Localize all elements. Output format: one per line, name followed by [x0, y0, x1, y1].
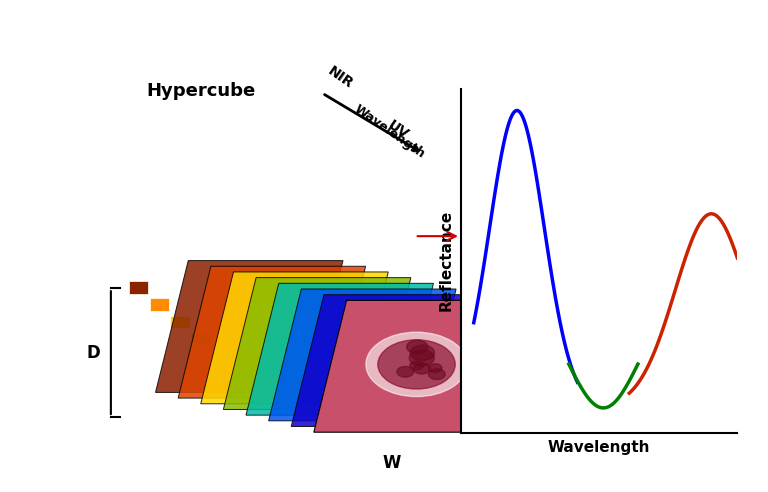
- Text: D: D: [87, 343, 100, 362]
- Bar: [129, 281, 148, 294]
- Bar: [150, 299, 169, 311]
- Polygon shape: [291, 295, 478, 427]
- Circle shape: [378, 340, 455, 389]
- Bar: [233, 367, 253, 379]
- Circle shape: [409, 359, 425, 370]
- Bar: [253, 384, 273, 396]
- Polygon shape: [178, 266, 366, 398]
- Text: Hypercube: Hypercube: [147, 82, 256, 100]
- Text: H: H: [485, 361, 498, 379]
- Bar: [212, 350, 232, 362]
- Text: Wavelength: Wavelength: [352, 103, 428, 161]
- Text: NIR: NIR: [325, 64, 356, 91]
- Circle shape: [403, 360, 418, 369]
- Circle shape: [396, 364, 413, 375]
- Circle shape: [419, 357, 435, 367]
- Text: UV: UV: [385, 118, 411, 142]
- Bar: [191, 333, 211, 345]
- Circle shape: [425, 350, 446, 364]
- Circle shape: [399, 348, 419, 361]
- Circle shape: [408, 359, 425, 370]
- Y-axis label: Reflectance: Reflectance: [439, 210, 454, 311]
- X-axis label: Wavelength: Wavelength: [548, 440, 650, 455]
- Polygon shape: [155, 261, 343, 393]
- Polygon shape: [269, 289, 456, 421]
- Polygon shape: [314, 300, 502, 432]
- Polygon shape: [246, 283, 433, 415]
- Circle shape: [399, 345, 415, 355]
- Polygon shape: [223, 277, 411, 409]
- Polygon shape: [200, 272, 389, 404]
- Bar: [170, 315, 190, 328]
- Circle shape: [366, 332, 467, 397]
- Text: W: W: [382, 454, 400, 472]
